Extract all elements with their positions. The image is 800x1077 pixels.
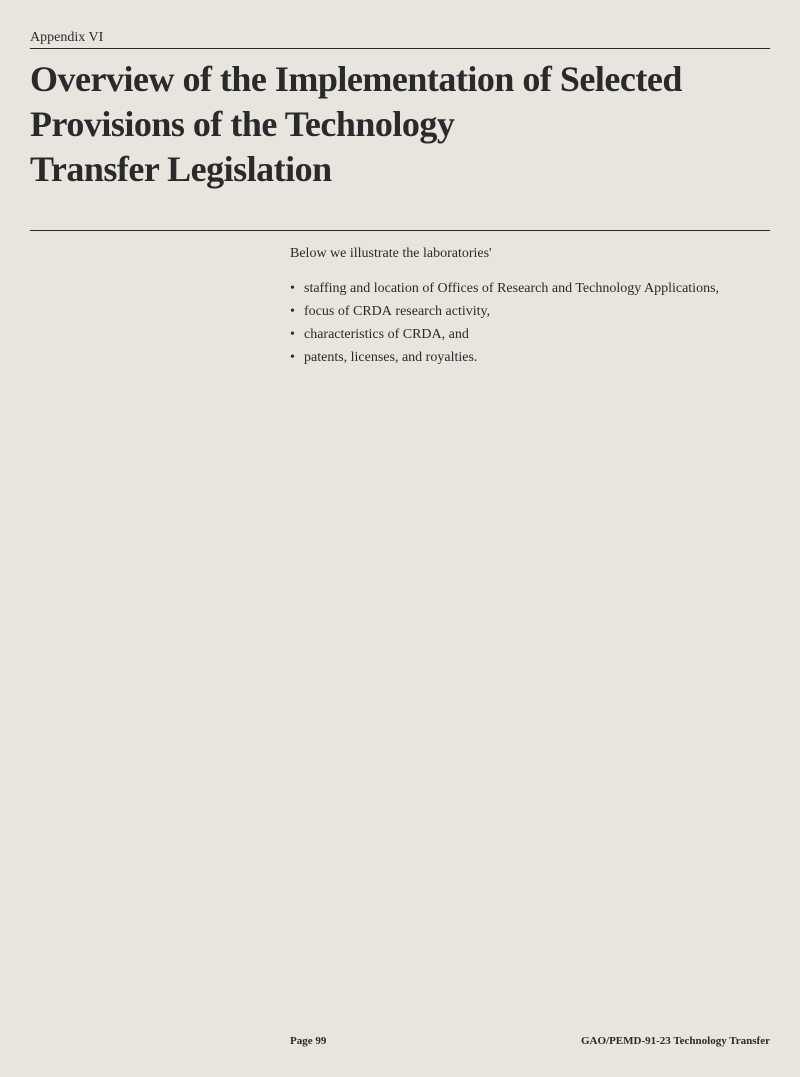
- content-area: Below we illustrate the laboratories' st…: [290, 243, 770, 368]
- title-line-3: Transfer Legislation: [30, 149, 332, 189]
- list-item: characteristics of CRDA, and: [290, 324, 770, 345]
- title-line-2: Provisions of the Technology: [30, 104, 454, 144]
- list-item: focus of CRDA research activity,: [290, 301, 770, 322]
- page-number: Page 99: [290, 1035, 326, 1047]
- bullet-text-smallcaps: CRDA: [403, 327, 442, 342]
- bullet-text-post: , and: [442, 327, 469, 342]
- bullet-text-smallcaps: CRDA: [353, 304, 392, 319]
- bullet-text: patents, licenses, and royalties.: [304, 350, 477, 365]
- bullet-text-pre: focus of: [304, 304, 353, 319]
- footer-citation: GAO/PEMD-91-23 Technology Transfer: [581, 1035, 770, 1047]
- list-item: patents, licenses, and royalties.: [290, 347, 770, 368]
- section-divider: [30, 230, 770, 231]
- bullet-text: staffing and location of Offices of Rese…: [304, 281, 719, 296]
- appendix-label: Appendix VI: [30, 30, 770, 49]
- list-item: staffing and location of Offices of Rese…: [290, 278, 770, 299]
- intro-text: Below we illustrate the laboratories': [290, 243, 770, 264]
- bullet-list: staffing and location of Offices of Rese…: [290, 278, 770, 368]
- page-footer: Page 99 GAO/PEMD-91-23 Technology Transf…: [30, 1035, 770, 1047]
- title-line-1: Overview of the Implementation of Select…: [30, 59, 682, 99]
- bullet-text-post: research activity,: [392, 304, 490, 319]
- page-title: Overview of the Implementation of Select…: [30, 57, 770, 192]
- bullet-text-pre: characteristics of: [304, 327, 403, 342]
